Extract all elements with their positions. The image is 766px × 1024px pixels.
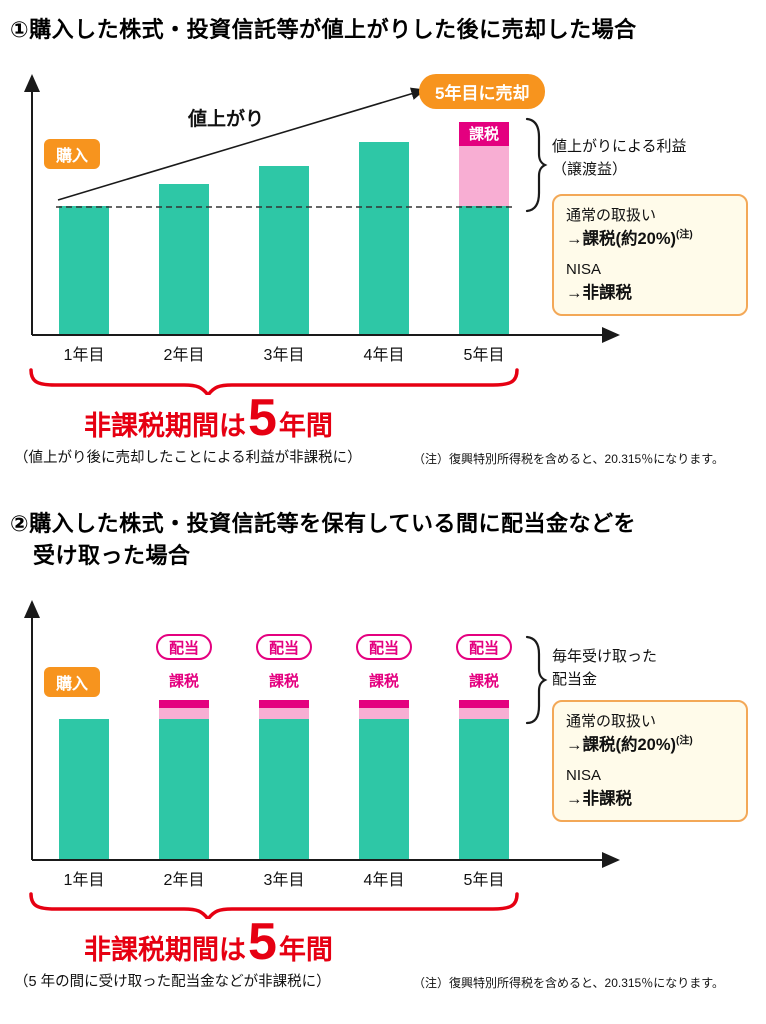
nisa-label: NISA: [566, 766, 602, 784]
bar-principal: [359, 719, 409, 859]
period-suffix: 年間: [278, 935, 333, 965]
nisa-label: NISA: [566, 260, 602, 278]
period-number: 5: [248, 913, 277, 971]
bar-gain: [459, 145, 509, 206]
sell-year5-badge: 5年目に売却: [419, 74, 546, 109]
section2-footnote: （注）復興特別所得税を含めると、20.315％になります。: [413, 976, 725, 990]
dividend-band-top: [459, 700, 509, 708]
bar-principal: [259, 166, 309, 334]
axis-label-year: 4年目: [363, 872, 405, 889]
dividend-caption-line1: 毎年受け取った: [552, 648, 658, 665]
tax-label: 課税: [368, 673, 399, 690]
tax-label: 課税: [168, 673, 199, 690]
tax-treatment-box-2: 通常の取扱い →課税(約20%)(注) NISA →非課税: [552, 700, 748, 823]
note-mark: (注): [676, 229, 693, 241]
tax-label: 課税: [468, 673, 499, 690]
bar-principal: [159, 184, 209, 334]
bar-principal: [359, 142, 409, 334]
dividend-band-top: [259, 700, 309, 708]
bar-principal: [259, 719, 309, 859]
gain-caption-line1: 値上がりによる利益: [552, 138, 687, 155]
tax-free-period-text-2: 非課税期間は5年間: [84, 916, 333, 968]
nisa-result: →非課税: [566, 283, 632, 302]
normal-treatment-result-text: →課税(約20%): [566, 230, 677, 249]
gain-brace: [525, 117, 548, 213]
axis-label-year: 2年目: [163, 347, 205, 364]
bar-principal: [159, 719, 209, 859]
normal-treatment-label: 通常の取扱い: [566, 713, 657, 730]
dividend-caption-line2: 配当金: [552, 670, 598, 688]
section2-title-line2: 受け取った場合: [33, 543, 191, 568]
axis-label-year: 5年目: [463, 872, 505, 889]
section1-subnote: （値上がり後に売却したことによる利益が非課税に）: [14, 450, 362, 466]
section1-title: ①購入した株式・投資信託等が値上がりした後に売却した場合: [10, 17, 637, 42]
nisa-result: →非課税: [566, 789, 632, 808]
tax-treatment-box-1: 通常の取扱い →課税(約20%)(注) NISA →非課税: [552, 194, 748, 317]
tax-free-period-text-1: 非課税期間は5年間: [84, 392, 333, 444]
normal-treatment-result: →課税(約20%)(注): [566, 228, 734, 250]
dividend-band-top: [159, 700, 209, 708]
normal-treatment-label: 通常の取扱い: [566, 207, 657, 224]
purchase-badge: 購入: [44, 667, 101, 697]
axis-label-year: 1年目: [63, 347, 105, 364]
gain-caption-line2: （譲渡益）: [552, 160, 628, 178]
period-prefix: 非課税期間は: [84, 411, 246, 441]
axis-label-year: 5年目: [463, 347, 505, 364]
rise-label: 値上がり: [188, 109, 265, 130]
axis-label-year: 2年目: [163, 872, 205, 889]
gain-caption: 値上がりによる利益 （譲渡益）: [552, 136, 687, 181]
axis-label-year: 3年目: [263, 347, 305, 364]
purchase-badge: 購入: [44, 139, 101, 169]
note-mark: (注): [676, 735, 693, 747]
section2-title-line1: ②購入した株式・投資信託等を保有している間に配当金などを: [10, 511, 636, 536]
dividend-band: [459, 708, 509, 719]
normal-treatment-result: →課税(約20%)(注): [566, 734, 734, 756]
dividend-brace: [525, 635, 548, 725]
dividend-band: [159, 708, 209, 719]
bar-principal: [459, 719, 509, 859]
period-number: 5: [248, 389, 277, 447]
tax-badge: 課税: [459, 121, 509, 146]
axis-label-year: 4年目: [363, 347, 405, 364]
section1-footnote: （注）復興特別所得税を含めると、20.315％になります。: [413, 452, 725, 466]
tax-label: 課税: [268, 673, 299, 690]
bar-principal: [59, 206, 109, 334]
period-suffix: 年間: [278, 411, 333, 441]
period-prefix: 非課税期間は: [84, 935, 246, 965]
dividend-pill: 配当: [456, 634, 512, 660]
dividend-caption: 毎年受け取った 配当金: [552, 646, 657, 691]
dividend-band: [259, 708, 309, 719]
axis-label-year: 3年目: [263, 872, 305, 889]
dividend-pill: 配当: [356, 634, 412, 660]
section2-subnote: （5 年の間に受け取った配当金などが非課税に）: [14, 974, 331, 990]
bar-principal: [59, 719, 109, 859]
normal-treatment-result-text: →課税(約20%): [566, 736, 677, 755]
dividend-band: [359, 708, 409, 719]
axis-label-year: 1年目: [63, 872, 105, 889]
dividend-pill: 配当: [156, 634, 212, 660]
dividend-band-top: [359, 700, 409, 708]
bar-principal: [459, 206, 509, 334]
dividend-pill: 配当: [256, 634, 312, 660]
